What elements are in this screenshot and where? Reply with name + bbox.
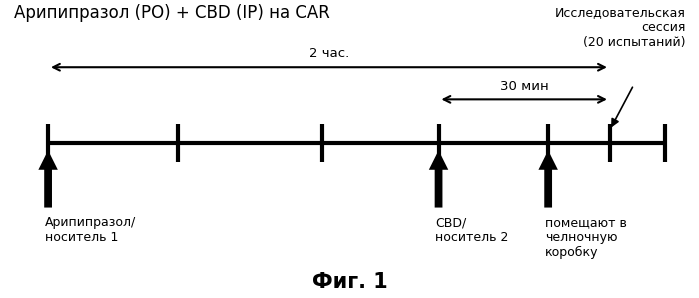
Text: 30 мин: 30 мин <box>500 80 549 93</box>
Text: Арипипразол/
носитель 1: Арипипразол/ носитель 1 <box>45 216 136 244</box>
Text: Исследовательская
сессия
(20 испытаний): Исследовательская сессия (20 испытаний) <box>554 6 685 49</box>
Text: Фиг. 1: Фиг. 1 <box>312 272 387 292</box>
Text: CBD/
носитель 2: CBD/ носитель 2 <box>435 216 508 244</box>
Text: помещают в
челночную
коробку: помещают в челночную коробку <box>545 216 626 259</box>
Text: 2 час.: 2 час. <box>309 47 349 60</box>
Text: Арипипразол (РО) + CBD (IP) на CAR: Арипипразол (РО) + CBD (IP) на CAR <box>14 4 330 22</box>
